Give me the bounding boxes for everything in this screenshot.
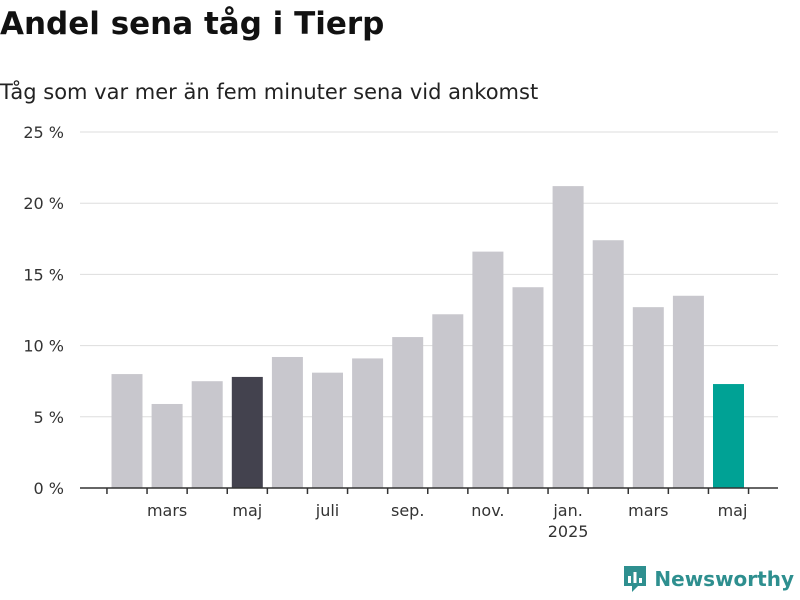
y-tick-label: 15 % bbox=[23, 265, 64, 284]
brand-name: Newsworthy bbox=[654, 567, 794, 591]
bar-2025-02 bbox=[592, 240, 624, 488]
bar-2024-02 bbox=[111, 374, 143, 488]
newsworthy-brand: Newsworthy bbox=[622, 564, 794, 594]
bars bbox=[111, 186, 744, 488]
bar-2024-03 bbox=[151, 403, 183, 488]
x-tick-label: nov. bbox=[471, 501, 504, 520]
bar-2025-05 bbox=[713, 384, 744, 488]
y-tick-label: 20 % bbox=[23, 194, 64, 213]
x-tick-label: mars bbox=[628, 501, 668, 520]
y-axis-ticks: 0 % 5 % 10 % 15 % 20 % 25 % bbox=[23, 123, 64, 498]
bar-2024-05 bbox=[231, 376, 263, 488]
bar-2024-08 bbox=[352, 358, 384, 488]
x-axis-ticks: mars maj juli sep. nov. jan. mars maj 2025 bbox=[106, 488, 750, 541]
bar-2024-09 bbox=[392, 337, 424, 488]
x-tick-label: maj bbox=[718, 501, 748, 520]
y-tick-label: 5 % bbox=[34, 408, 64, 427]
x-tick-label: maj bbox=[232, 501, 262, 520]
bar-2025-03 bbox=[632, 307, 664, 488]
bar-2024-07 bbox=[312, 372, 343, 488]
y-tick-label: 25 % bbox=[23, 123, 64, 142]
bar-2024-04 bbox=[191, 381, 223, 488]
bar-2024-11 bbox=[472, 251, 504, 488]
chart-subtitle: Tåg som var mer än fem minuter sena vid … bbox=[0, 80, 539, 104]
x-tick-label: sep. bbox=[391, 501, 424, 520]
bar-2024-12 bbox=[512, 287, 544, 488]
newsworthy-logo-icon bbox=[624, 566, 647, 592]
bar-2024-10 bbox=[432, 314, 464, 488]
bar-2024-06 bbox=[271, 356, 303, 488]
x-tick-label: juli bbox=[315, 501, 339, 520]
y-tick-label: 0 % bbox=[34, 479, 64, 498]
x-tick-label: jan. bbox=[552, 501, 582, 520]
chart-title: Andel sena tåg i Tierp bbox=[0, 6, 385, 42]
x-tick-label: mars bbox=[147, 501, 187, 520]
y-tick-label: 10 % bbox=[23, 337, 64, 356]
bar-2025-01 bbox=[552, 186, 584, 488]
x-year-label: 2025 bbox=[548, 522, 589, 541]
bar-2025-04 bbox=[672, 295, 704, 488]
